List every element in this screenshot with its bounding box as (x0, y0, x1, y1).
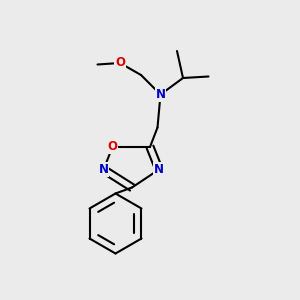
Text: O: O (115, 56, 125, 70)
Text: N: N (154, 163, 164, 176)
Text: O: O (107, 140, 118, 154)
Text: N: N (98, 163, 109, 176)
Text: N: N (155, 88, 166, 101)
